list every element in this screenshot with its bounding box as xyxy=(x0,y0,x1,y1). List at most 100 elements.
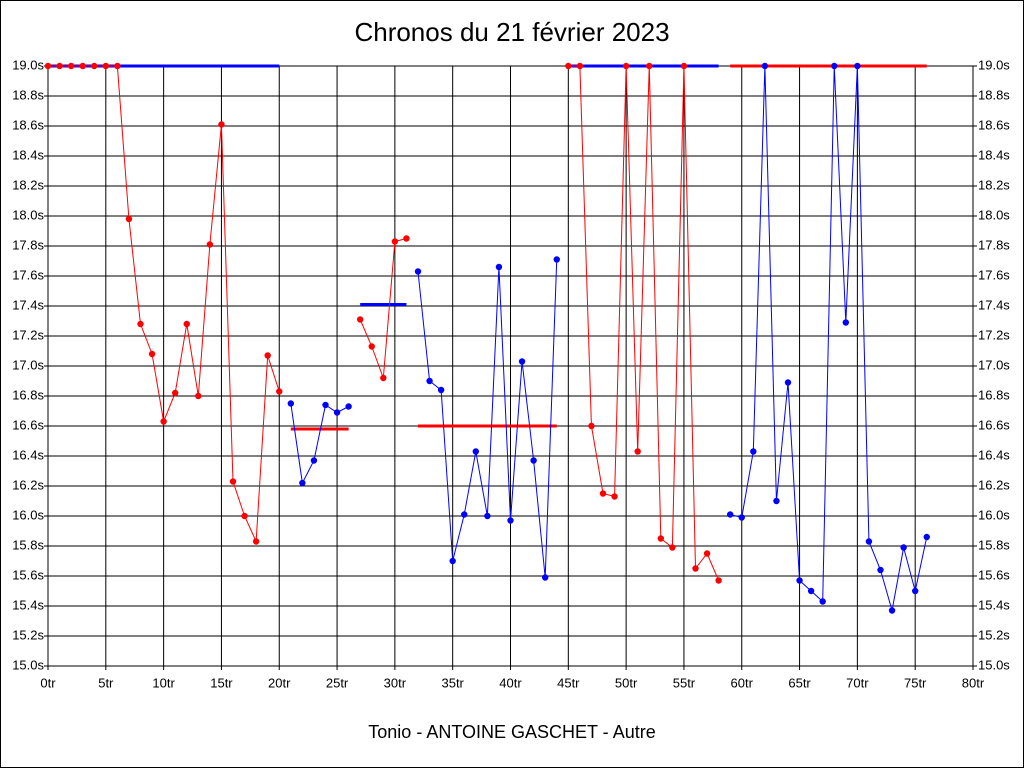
y-tick-label: 15.6s xyxy=(12,567,44,582)
point xyxy=(888,607,896,614)
x-tick-label: 10tr xyxy=(152,675,175,690)
point xyxy=(911,587,919,595)
point xyxy=(380,374,387,382)
y-tick-label: 17.8s xyxy=(12,237,44,252)
point xyxy=(44,62,52,70)
point xyxy=(67,62,75,70)
y-tick-label: 16.0s xyxy=(12,507,44,522)
y2-tick-label: 18.2s xyxy=(978,177,1010,192)
y2-tick-label: 17.6s xyxy=(978,267,1010,282)
y-tick-label: 16.8s xyxy=(12,387,44,402)
point xyxy=(796,577,803,584)
y-tick-label: 17.4s xyxy=(12,297,44,312)
point xyxy=(322,401,329,409)
y-tick-label: 18.2s xyxy=(12,177,44,192)
point xyxy=(79,62,86,70)
point xyxy=(391,238,399,245)
point xyxy=(114,62,121,70)
point xyxy=(56,62,63,70)
point xyxy=(518,358,526,365)
point xyxy=(218,121,225,128)
x-tick-label: 30tr xyxy=(384,675,407,690)
point xyxy=(807,587,815,595)
point xyxy=(171,389,179,397)
point xyxy=(125,215,133,223)
point xyxy=(403,235,410,242)
point xyxy=(530,457,537,464)
point xyxy=(137,320,144,328)
point xyxy=(368,343,375,350)
point xyxy=(252,538,260,545)
y-tick-label: 17.6s xyxy=(12,267,44,282)
point xyxy=(865,538,873,545)
y2-tick-label: 16.0s xyxy=(978,507,1010,522)
point xyxy=(611,493,618,500)
point xyxy=(148,350,156,358)
point xyxy=(229,478,237,485)
point xyxy=(91,62,98,70)
point xyxy=(472,448,480,455)
point xyxy=(241,512,248,520)
y-tick-label: 15.0s xyxy=(12,657,44,672)
point xyxy=(831,62,838,70)
y2-tick-label: 16.8s xyxy=(978,387,1010,402)
y2-tick-label: 17.4s xyxy=(978,297,1010,312)
point xyxy=(183,320,190,328)
x-tick-label: 75tr xyxy=(904,675,927,690)
point xyxy=(206,241,214,248)
point xyxy=(414,268,422,275)
y-tick-label: 15.8s xyxy=(12,537,44,552)
point xyxy=(784,379,792,386)
y-tick-label: 17.0s xyxy=(12,357,44,372)
point xyxy=(761,62,769,70)
x-tick-label: 45tr xyxy=(557,675,580,690)
y-tick-label: 18.8s xyxy=(12,87,44,102)
point xyxy=(646,62,653,70)
point xyxy=(287,400,295,407)
y2-tick-label: 16.2s xyxy=(978,477,1010,492)
x-tick-label: 35tr xyxy=(441,675,464,690)
point xyxy=(495,263,503,271)
y2-tick-label: 17.8s xyxy=(978,237,1010,252)
point xyxy=(553,256,560,263)
y2-tick-label: 15.6s xyxy=(978,567,1010,582)
y2-tick-label: 16.6s xyxy=(978,417,1010,432)
point xyxy=(680,62,688,70)
y2-tick-label: 16.4s xyxy=(978,447,1010,462)
point xyxy=(726,511,734,518)
x-tick-label: 80tr xyxy=(962,675,985,690)
x-tick-label: 55tr xyxy=(673,675,696,690)
y-tick-label: 16.2s xyxy=(12,477,44,492)
x-axis-label: Tonio - ANTOINE GASCHET - Autre xyxy=(368,722,655,742)
point xyxy=(588,422,595,430)
point xyxy=(541,574,549,581)
y2-tick-label: 15.8s xyxy=(978,537,1010,552)
y2-tick-label: 18.0s xyxy=(978,207,1010,222)
y2-tick-label: 15.4s xyxy=(978,597,1010,612)
y-tick-label: 18.6s xyxy=(12,117,44,132)
point xyxy=(437,386,445,394)
y2-tick-label: 18.4s xyxy=(978,147,1010,162)
x-tick-label: 60tr xyxy=(731,675,754,690)
point xyxy=(842,319,850,326)
point xyxy=(356,316,364,323)
point xyxy=(576,62,584,70)
point xyxy=(565,62,572,70)
y-tick-label: 15.4s xyxy=(12,597,44,612)
y-tick-label: 15.2s xyxy=(12,627,44,642)
x-tick-label: 70tr xyxy=(846,675,869,690)
point xyxy=(634,448,641,455)
y-tick-label: 18.0s xyxy=(12,207,44,222)
point xyxy=(923,533,930,541)
point xyxy=(449,557,456,565)
series-line xyxy=(568,65,720,581)
y2-tick-label: 18.6s xyxy=(978,117,1010,132)
y-tick-label: 16.6s xyxy=(12,417,44,432)
point xyxy=(310,457,318,464)
y2-tick-label: 15.0s xyxy=(978,657,1010,672)
point xyxy=(819,598,826,605)
y-tick-label: 18.4s xyxy=(12,147,44,162)
point xyxy=(264,352,271,359)
point xyxy=(715,577,722,584)
